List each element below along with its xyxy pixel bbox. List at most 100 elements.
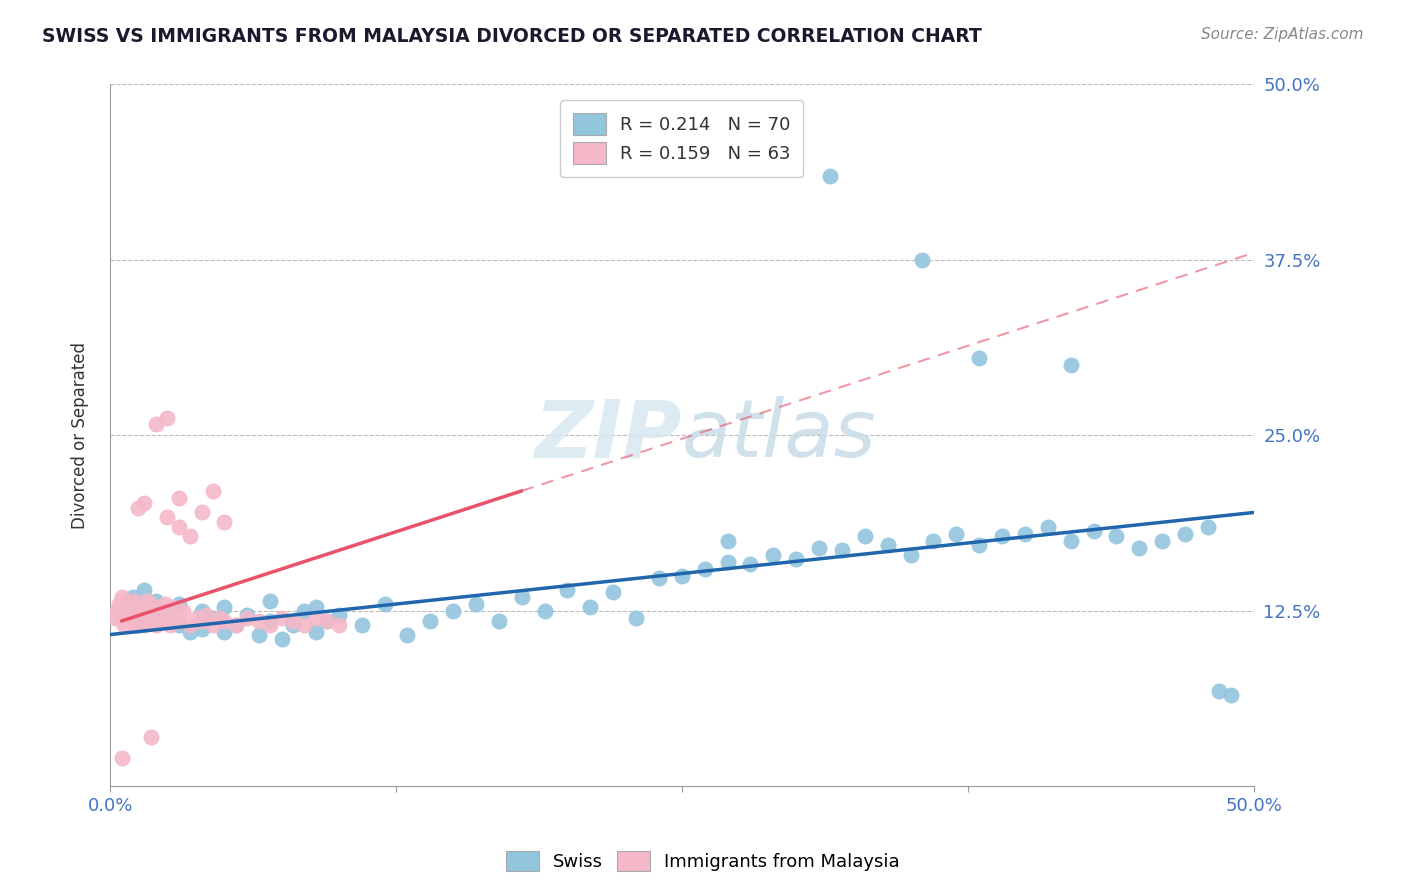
Point xyxy=(115,594,138,608)
Point xyxy=(127,501,149,516)
Point xyxy=(214,614,236,628)
Point xyxy=(716,533,738,548)
Point xyxy=(167,597,190,611)
Point xyxy=(110,590,132,604)
Point xyxy=(316,614,339,628)
Text: SWISS VS IMMIGRANTS FROM MALAYSIA DIVORCED OR SEPARATED CORRELATION CHART: SWISS VS IMMIGRANTS FROM MALAYSIA DIVORC… xyxy=(42,27,981,45)
Point xyxy=(396,627,419,641)
Point xyxy=(259,614,281,628)
Point xyxy=(624,611,647,625)
Point xyxy=(122,599,145,614)
Point xyxy=(648,571,671,585)
Point xyxy=(117,611,139,625)
Point xyxy=(1152,533,1174,548)
Point xyxy=(305,611,328,625)
Point xyxy=(124,594,146,608)
Point xyxy=(167,491,190,506)
Point xyxy=(236,607,259,622)
Point xyxy=(195,607,218,622)
Point xyxy=(305,624,328,639)
Point xyxy=(179,529,201,543)
Point xyxy=(740,558,762,572)
Point xyxy=(1128,541,1150,555)
Point xyxy=(281,617,304,632)
Point xyxy=(557,582,579,597)
Point xyxy=(190,622,212,636)
Point xyxy=(281,614,304,628)
Point xyxy=(190,604,212,618)
Point xyxy=(579,599,602,614)
Point xyxy=(762,548,785,562)
Point xyxy=(305,599,328,614)
Point xyxy=(160,599,183,614)
Point xyxy=(131,607,153,622)
Point xyxy=(259,617,281,632)
Point xyxy=(135,611,157,625)
Point xyxy=(533,604,555,618)
Point xyxy=(1036,519,1059,533)
Point xyxy=(122,607,145,622)
Point xyxy=(156,411,179,425)
Point xyxy=(135,594,157,608)
Point xyxy=(172,604,194,618)
Point xyxy=(127,617,149,632)
Point xyxy=(152,604,174,618)
Point xyxy=(122,590,145,604)
Point xyxy=(110,614,132,628)
Point xyxy=(350,617,373,632)
Point xyxy=(186,611,208,625)
Point xyxy=(138,614,160,628)
Point xyxy=(156,509,179,524)
Point xyxy=(294,617,316,632)
Point xyxy=(1014,526,1036,541)
Point xyxy=(808,541,831,555)
Point xyxy=(127,604,149,618)
Point xyxy=(201,617,224,632)
Point xyxy=(167,617,190,632)
Point xyxy=(785,551,807,566)
Point xyxy=(120,597,142,611)
Point xyxy=(1174,526,1197,541)
Point xyxy=(488,614,510,628)
Point xyxy=(465,597,488,611)
Point xyxy=(167,614,190,628)
Point xyxy=(159,617,181,632)
Legend: R = 0.214   N = 70, R = 0.159   N = 63: R = 0.214 N = 70, R = 0.159 N = 63 xyxy=(561,101,803,177)
Point xyxy=(134,582,156,597)
Point xyxy=(115,599,138,614)
Point xyxy=(225,617,247,632)
Point xyxy=(876,538,898,552)
Point xyxy=(270,632,292,646)
Point xyxy=(141,597,163,611)
Point xyxy=(853,529,876,543)
Point xyxy=(967,351,990,365)
Point xyxy=(510,590,533,604)
Point xyxy=(128,597,150,611)
Point xyxy=(1219,688,1241,702)
Point xyxy=(1083,524,1105,538)
Point xyxy=(259,594,281,608)
Point xyxy=(145,614,167,628)
Text: ZIP: ZIP xyxy=(534,396,682,475)
Point xyxy=(831,543,853,558)
Point xyxy=(201,611,224,625)
Point xyxy=(149,614,172,628)
Point xyxy=(110,751,132,765)
Point xyxy=(1105,529,1128,543)
Point xyxy=(328,607,350,622)
Point xyxy=(214,599,236,614)
Point xyxy=(110,604,132,618)
Point xyxy=(117,604,139,618)
Point xyxy=(671,568,693,582)
Point xyxy=(145,617,167,632)
Point xyxy=(124,617,146,632)
Point xyxy=(134,617,156,632)
Y-axis label: Divorced or Separated: Divorced or Separated xyxy=(72,342,89,529)
Point xyxy=(214,624,236,639)
Text: atlas: atlas xyxy=(682,396,876,475)
Text: Source: ZipAtlas.com: Source: ZipAtlas.com xyxy=(1201,27,1364,42)
Point xyxy=(214,516,236,530)
Point xyxy=(153,597,176,611)
Point xyxy=(112,617,135,632)
Point xyxy=(208,611,231,625)
